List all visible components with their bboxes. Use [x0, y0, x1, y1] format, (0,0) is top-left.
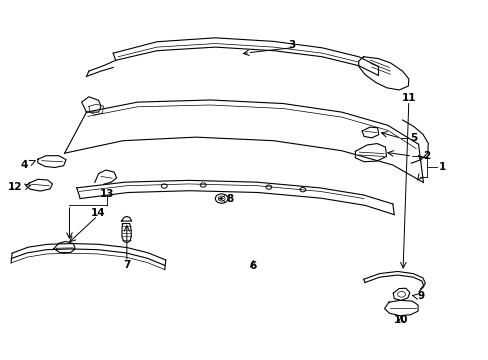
Text: 2: 2: [423, 151, 430, 161]
Text: 10: 10: [393, 315, 407, 325]
Text: 8: 8: [225, 194, 233, 203]
Text: 5: 5: [409, 133, 416, 143]
Text: 6: 6: [249, 261, 256, 271]
Text: 14: 14: [90, 208, 105, 218]
Text: 9: 9: [416, 291, 424, 301]
Text: 1: 1: [438, 162, 446, 172]
Text: 11: 11: [401, 93, 415, 103]
Text: 12: 12: [8, 182, 22, 192]
Text: 3: 3: [287, 40, 295, 50]
Text: 13: 13: [100, 189, 114, 199]
Text: 7: 7: [123, 260, 130, 270]
Text: 4: 4: [20, 160, 28, 170]
